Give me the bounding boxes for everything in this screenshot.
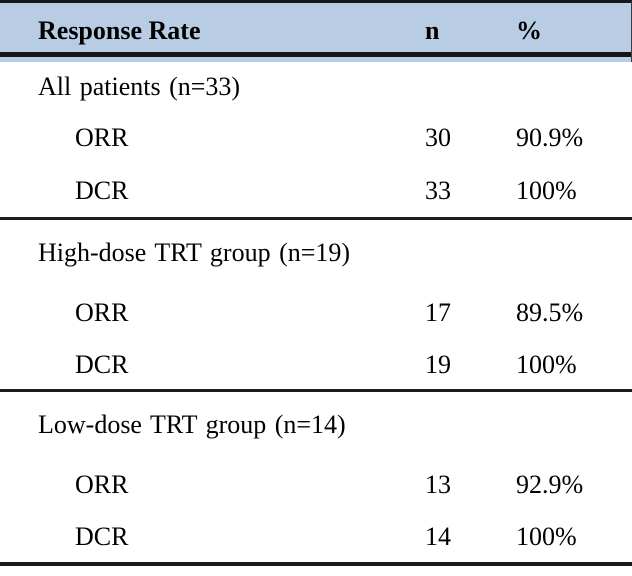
table-row: ORR 13 92.9% <box>0 458 632 512</box>
row-percent-value: 100% <box>516 349 577 379</box>
row-n-value: 17 <box>425 298 451 327</box>
row-n-value: 14 <box>425 522 451 551</box>
table-row: ORR 17 89.5% <box>0 286 632 340</box>
row-label: ORR <box>75 298 129 327</box>
section-low-dose-trt: Low-dose TRT group (n=14) ORR 13 92.9% D… <box>0 392 632 566</box>
group-row: High-dose TRT group (n=19) <box>0 220 632 286</box>
header-percent: % <box>516 16 542 45</box>
group-label: Low-dose TRT group (n=14) <box>38 410 346 439</box>
row-label: ORR <box>75 470 129 499</box>
header-response-rate: Response Rate <box>38 16 201 45</box>
section-high-dose-trt: High-dose TRT group (n=19) ORR 17 89.5% … <box>0 220 632 392</box>
row-n-value: 19 <box>425 349 451 379</box>
row-percent-value: 89.5% <box>516 298 584 327</box>
group-label: All patients (n=33) <box>38 72 241 101</box>
row-percent-value: 100% <box>516 175 577 205</box>
table-row: DCR 33 100% <box>0 164 632 217</box>
row-label: DCR <box>75 349 129 379</box>
row-label: DCR <box>75 175 129 205</box>
header-n: n <box>425 16 440 45</box>
group-row: Low-dose TRT group (n=14) <box>0 392 632 458</box>
group-row: All patients (n=33) <box>0 62 632 112</box>
table-header-row: Response Rate n % <box>0 0 632 62</box>
group-label: High-dose TRT group (n=19) <box>38 238 351 267</box>
table-row: DCR 14 100% <box>0 512 632 562</box>
row-n-value: 13 <box>425 470 451 499</box>
row-n-value: 30 <box>425 123 451 152</box>
row-percent-value: 90.9% <box>516 123 584 152</box>
row-percent-value: 100% <box>516 522 577 551</box>
table-row: ORR 30 90.9% <box>0 112 632 164</box>
row-label: ORR <box>75 123 129 152</box>
table-row: DCR 19 100% <box>0 340 632 389</box>
row-percent-value: 92.9% <box>516 470 584 499</box>
section-all-patients: All patients (n=33) ORR 30 90.9% DCR 33 … <box>0 62 632 220</box>
row-n-value: 33 <box>425 175 451 205</box>
row-label: DCR <box>75 522 129 551</box>
